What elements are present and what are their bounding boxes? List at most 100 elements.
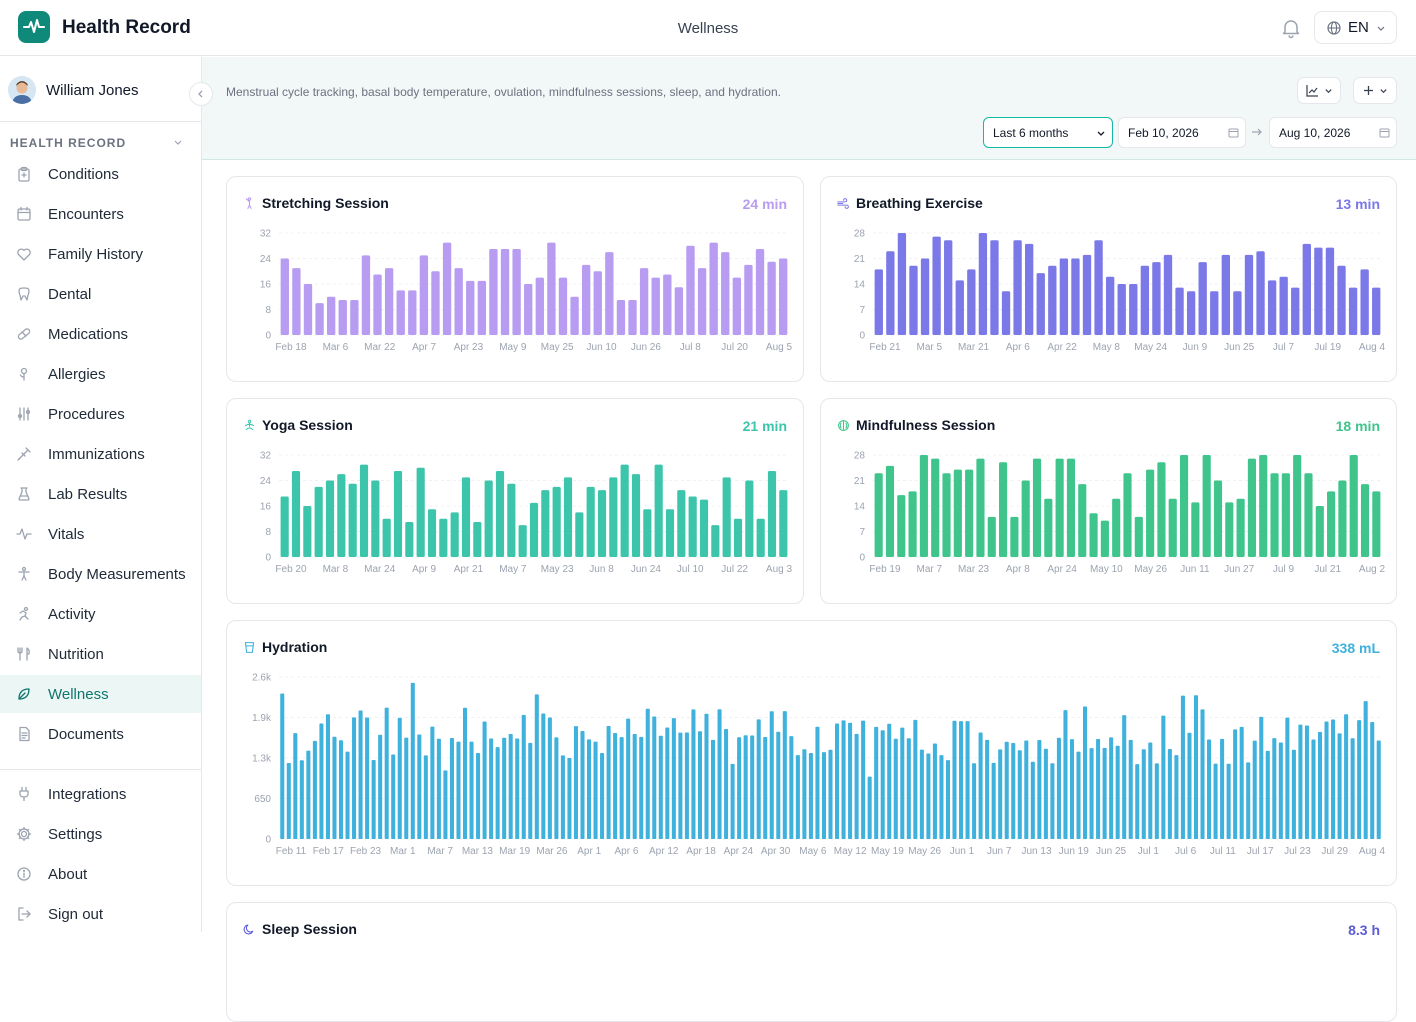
bar[interactable] [1198,262,1207,335]
sidebar-item-encounters[interactable]: Encounters [0,195,201,233]
bar[interactable] [886,251,895,335]
bar[interactable] [581,264,591,335]
app-title[interactable]: Health Record [62,17,191,38]
chevron-down-icon[interactable] [173,137,183,147]
bar[interactable] [893,738,898,839]
bar[interactable] [1348,287,1358,335]
bar[interactable] [704,713,709,839]
bar[interactable] [987,516,996,557]
sidebar-item-body-measurements[interactable]: Body Measurements [0,555,201,593]
bar[interactable] [1013,240,1022,335]
bar[interactable] [410,682,415,839]
bar[interactable] [1037,740,1042,839]
bar[interactable] [1247,458,1256,557]
bar[interactable] [609,477,618,557]
bar[interactable] [1175,287,1184,335]
bar[interactable] [795,755,800,839]
bar[interactable] [1213,763,1218,839]
bell-icon[interactable] [1280,17,1302,39]
bar[interactable] [1270,473,1279,557]
bar[interactable] [547,717,552,839]
bar[interactable] [769,711,774,839]
bar[interactable] [848,722,853,839]
heartbeat-icon[interactable] [18,11,50,43]
bar[interactable] [651,277,660,335]
bar[interactable] [1134,516,1143,557]
bar[interactable] [1102,747,1107,839]
bar[interactable] [306,750,311,839]
bar[interactable] [976,458,985,557]
sidebar-item-documents[interactable]: Documents [0,715,201,753]
bar[interactable] [1117,284,1126,335]
bar[interactable] [1207,739,1212,839]
bar[interactable] [1030,761,1035,839]
bar[interactable] [1210,291,1219,335]
bar[interactable] [1360,269,1369,335]
bar[interactable] [908,491,917,557]
bar[interactable] [613,732,618,839]
sidebar-item-activity[interactable]: Activity [0,595,201,633]
bar[interactable] [449,738,454,839]
add-entry-button[interactable] [1353,77,1397,104]
bar[interactable] [502,737,507,839]
bar[interactable] [1193,695,1199,839]
bar[interactable] [744,264,753,335]
bar[interactable] [967,269,976,335]
bar[interactable] [1011,742,1016,839]
bar[interactable] [1048,265,1057,335]
bar[interactable] [593,271,602,335]
bar[interactable] [552,486,561,557]
bar[interactable] [1246,762,1251,839]
bar[interactable] [743,735,748,839]
bar[interactable] [1291,749,1296,839]
bar[interactable] [515,738,520,839]
bar[interactable] [1168,498,1177,557]
bar[interactable] [489,248,498,335]
bar[interactable] [1279,276,1288,335]
bar[interactable] [575,512,584,557]
bar[interactable] [442,242,452,335]
bar[interactable] [1050,763,1055,839]
bar[interactable] [1225,502,1234,557]
bar[interactable] [932,236,941,335]
bar[interactable] [325,480,335,558]
bar[interactable] [756,518,765,557]
bar[interactable] [677,490,686,557]
bar[interactable] [684,732,689,839]
bar[interactable] [512,248,521,335]
bar[interactable] [454,268,463,335]
bar[interactable] [906,738,911,839]
bar[interactable] [802,749,807,839]
bar[interactable] [476,752,481,839]
bar[interactable] [1082,254,1092,335]
bar[interactable] [1187,732,1192,839]
bar[interactable] [779,490,788,557]
bar[interactable] [965,721,970,839]
bar[interactable] [338,299,347,335]
bar[interactable] [1059,258,1069,336]
sidebar-item-immunizations[interactable]: Immunizations [0,435,201,473]
bar[interactable] [782,711,787,839]
bar[interactable] [1024,740,1029,839]
bar[interactable] [393,470,403,557]
bar[interactable] [620,464,629,557]
collapse-sidebar-button[interactable] [189,82,213,106]
bar[interactable] [1278,742,1283,839]
bar[interactable] [711,525,720,557]
bar[interactable] [332,736,337,839]
bar[interactable] [1128,739,1133,839]
bar[interactable] [319,723,324,839]
bar[interactable] [456,741,461,839]
bar[interactable] [939,755,944,839]
bar[interactable] [1129,284,1138,335]
sidebar-item-vitals[interactable]: Vitals [0,515,201,553]
bar[interactable] [686,245,695,335]
bar[interactable] [1357,720,1362,839]
bar[interactable] [312,740,317,839]
bar[interactable] [1056,737,1061,839]
bar[interactable] [709,242,718,335]
bar[interactable] [945,760,951,839]
bar[interactable] [436,738,441,839]
bar[interactable] [1094,240,1103,335]
bar[interactable] [789,736,794,839]
